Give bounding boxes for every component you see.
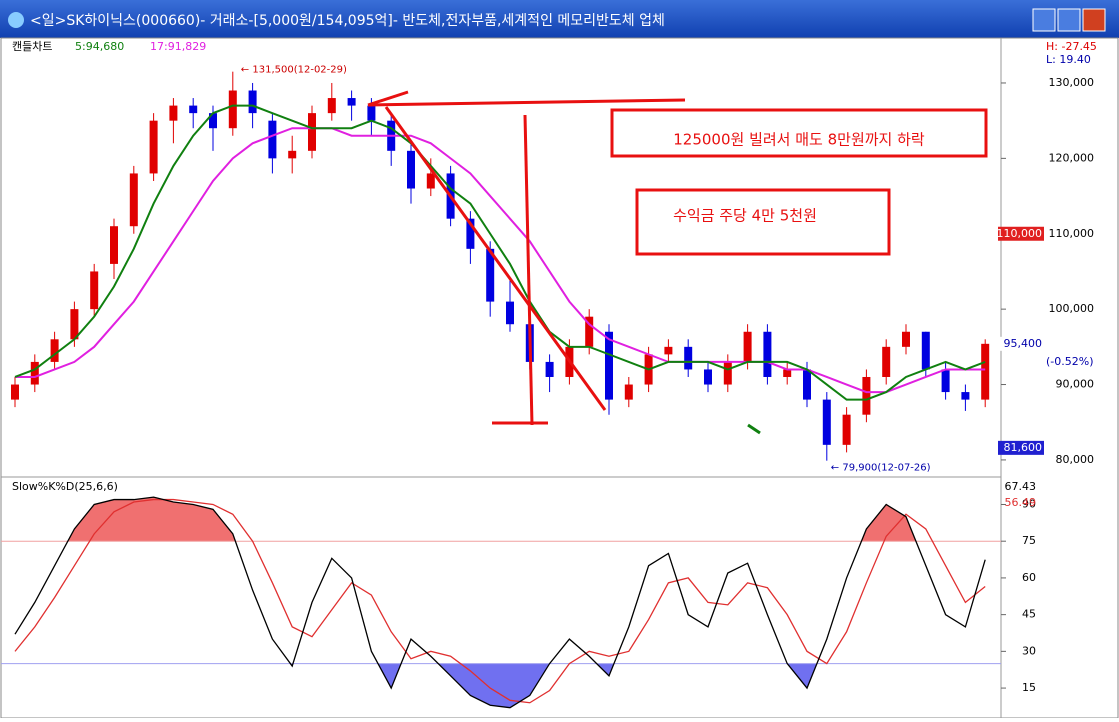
marker-low-box xyxy=(998,440,1044,455)
candle-body xyxy=(486,248,495,302)
candle-body xyxy=(704,369,712,385)
candle-body xyxy=(961,392,970,400)
low-note: ← 79,900(12-07-26) xyxy=(831,463,931,474)
y-tick-label: 120,000 xyxy=(1049,151,1095,164)
high-note: ← 131,500(12-02-29) xyxy=(241,65,347,76)
candle-body xyxy=(605,331,613,400)
candle-body xyxy=(110,226,118,264)
candle-body xyxy=(921,331,930,370)
y-tick-label: 130,000 xyxy=(1049,76,1095,89)
marker-high-box xyxy=(998,226,1044,241)
marker-high: 110,000 xyxy=(997,227,1043,240)
candle-body xyxy=(743,331,752,362)
candle-body xyxy=(169,105,178,121)
y-tick-label: 90,000 xyxy=(1056,378,1095,391)
window-title: <일>SK하이닉스(000660)- 거래소-[5,000원/154,095억]… xyxy=(30,13,665,29)
hand-drawing xyxy=(367,90,988,435)
candle-body xyxy=(862,376,871,415)
candle-body xyxy=(407,150,415,189)
candle-body xyxy=(426,173,435,189)
candle-body xyxy=(466,218,475,249)
minimize-button[interactable] xyxy=(1032,8,1056,32)
overbought-fill xyxy=(67,497,916,542)
legend-ma5: 5:94,680 xyxy=(75,40,124,53)
oversold-fill xyxy=(15,663,986,708)
candle-body xyxy=(70,309,79,340)
y-tick-label: 90 xyxy=(1022,497,1036,510)
candle-body xyxy=(664,346,673,355)
candle-body xyxy=(822,399,831,445)
last-change: (-0.52%) xyxy=(1046,355,1094,368)
k-last: 67.43 xyxy=(1005,480,1037,493)
legend-candle: 캔들차트 xyxy=(12,40,52,53)
candle-body xyxy=(367,105,376,121)
ma5-line xyxy=(14,104,986,401)
app-icon xyxy=(8,12,24,28)
candle-body xyxy=(268,120,277,159)
hl-low: L: 19.40 xyxy=(1046,53,1091,66)
last-price-box xyxy=(998,336,1044,351)
candle-body xyxy=(308,113,316,151)
candle-body xyxy=(585,316,594,347)
candle-body xyxy=(624,384,633,400)
stoch-title: Slow%K%D(25,6,6) xyxy=(12,480,118,493)
candle-body xyxy=(763,331,772,377)
annotation: 125000원 빌려서 매도 8만원까지 하락 xyxy=(673,131,925,149)
y-tick-label: 110,000 xyxy=(1049,227,1095,240)
candle-body xyxy=(902,331,910,347)
candle-body xyxy=(684,346,693,370)
candle-body xyxy=(347,98,356,106)
candle-body xyxy=(189,105,198,114)
candle-body xyxy=(288,150,297,159)
candle-body xyxy=(941,369,950,393)
legend-ma17: 17:91,829 xyxy=(150,40,206,53)
ma17-line xyxy=(15,127,986,394)
y-tick-label: 75 xyxy=(1022,534,1036,547)
annotation: 수익금 주당 4만 5천원 xyxy=(673,207,817,225)
y-tick-label: 30 xyxy=(1022,644,1036,657)
marker-low: 81,600 xyxy=(1004,441,1043,454)
candle-body xyxy=(545,361,554,377)
candle-body xyxy=(981,343,990,400)
k-line xyxy=(14,496,986,709)
candle-body xyxy=(129,173,138,227)
candle-body xyxy=(209,113,217,129)
candle-body xyxy=(11,384,19,400)
last-price: 95,400 xyxy=(1004,337,1043,350)
d-last: 56.49 xyxy=(1005,496,1037,509)
candle-body xyxy=(228,90,237,129)
candle-body xyxy=(248,90,257,114)
y-tick-label: 100,000 xyxy=(1049,302,1095,315)
candle-body xyxy=(506,301,514,325)
y-tick-label: 80,000 xyxy=(1056,453,1095,466)
candle-body xyxy=(803,369,811,400)
chart-area xyxy=(0,37,1119,719)
maximize-button[interactable] xyxy=(1057,8,1081,32)
candle-body xyxy=(783,369,792,377)
y-tick-label: 60 xyxy=(1022,571,1036,584)
hl-high: H: -27.45 xyxy=(1046,40,1097,53)
candle-body xyxy=(327,98,336,114)
d-line xyxy=(14,498,986,704)
title-bar xyxy=(0,0,1119,38)
close-button[interactable] xyxy=(1082,8,1106,32)
y-tick-label: 45 xyxy=(1022,608,1036,621)
candle-body xyxy=(842,414,851,445)
candle-body xyxy=(90,271,99,310)
candle-body xyxy=(149,120,158,174)
candle-body xyxy=(723,361,732,385)
y-tick-label: 15 xyxy=(1022,681,1036,694)
candle-body xyxy=(30,361,39,385)
candle-body xyxy=(882,346,891,377)
candle-body xyxy=(50,339,59,362)
